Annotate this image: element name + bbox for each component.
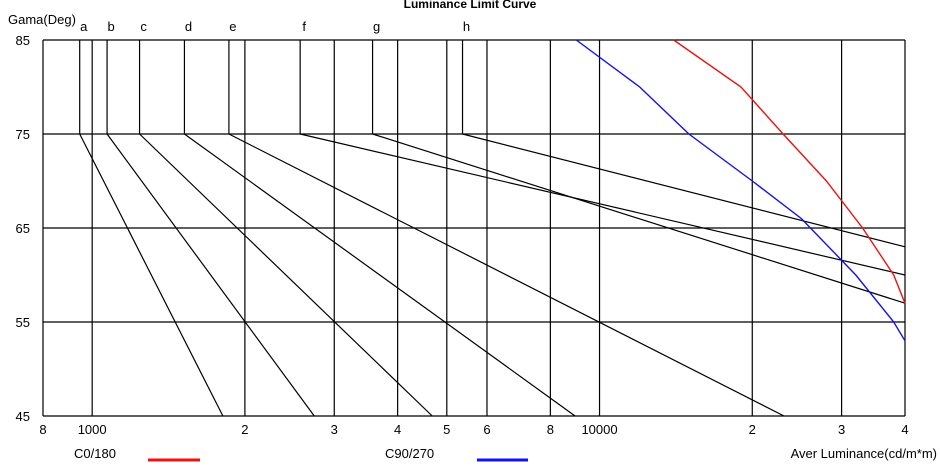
series-lines	[575, 39, 906, 342]
y-tick-label: 45	[16, 409, 30, 424]
limit-line-c-slope	[139, 133, 433, 417]
legend: C0/180 C90/270	[74, 446, 528, 462]
x-tick-label: 5	[443, 422, 450, 437]
x-tick-label: 3	[838, 422, 845, 437]
limit-label-f: f	[302, 19, 306, 34]
limit-label-g: g	[373, 19, 380, 34]
chart-title: Luminance Limit Curve	[404, 0, 537, 11]
limit-label-e: e	[229, 19, 236, 34]
x-tick-label: 4	[394, 422, 401, 437]
limit-line-d-slope	[184, 133, 576, 417]
limit-line-a-slope	[79, 133, 224, 417]
limit-line-h-slope	[462, 133, 906, 248]
limit-label-h: h	[463, 19, 470, 34]
x-tick-label: 3	[331, 422, 338, 437]
x-tick-label: 4	[901, 422, 908, 437]
x-axis-label: Aver Luminance(cd/m*m)	[791, 446, 937, 461]
x-tick-label: 10000	[581, 422, 617, 437]
grid	[42, 39, 906, 417]
y-tick-label: 75	[16, 127, 30, 142]
limit-label-b: b	[107, 19, 114, 34]
x-tick-label: 2	[241, 422, 248, 437]
series-line-c0-180	[673, 39, 906, 304]
limit-line-f-slope	[300, 133, 906, 276]
limit-line-g-slope	[372, 133, 906, 304]
y-axis-label: Gama(Deg)	[8, 12, 76, 27]
y-tick-label: 55	[16, 315, 30, 330]
x-tick-label: 8	[39, 422, 46, 437]
x-tick-label: 2	[749, 422, 756, 437]
x-tick-label: 8	[547, 422, 554, 437]
y-tick-label: 65	[16, 221, 30, 236]
limit-lines	[79, 40, 906, 417]
series-line-c90-270	[575, 39, 906, 342]
x-tick-label: 6	[483, 422, 490, 437]
x-tick-label: 1000	[78, 422, 107, 437]
y-tick-label: 85	[16, 33, 30, 48]
legend-label: C90/270	[385, 446, 434, 461]
legend-label: C0/180	[74, 446, 116, 461]
limit-line-e-slope	[228, 133, 785, 417]
limit-label-a: a	[80, 19, 88, 34]
limit-label-c: c	[140, 19, 147, 34]
limit-line-b-slope	[106, 133, 315, 417]
limit-label-d: d	[185, 19, 192, 34]
